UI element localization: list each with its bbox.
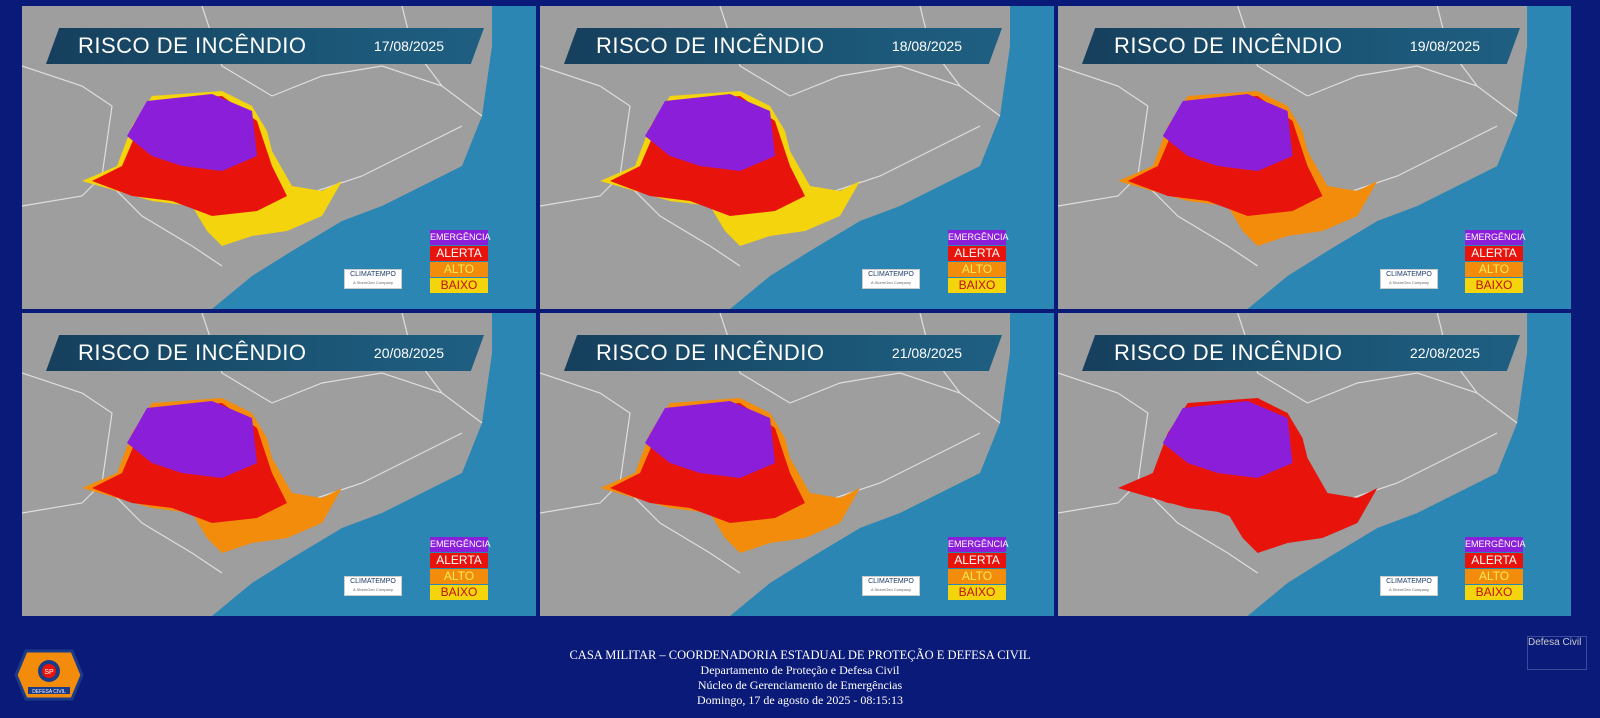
zone-top (1162, 401, 1293, 478)
risk-zones (600, 398, 860, 553)
panel-title: RISCO DE INCÊNDIO (596, 33, 825, 58)
zone-top (127, 94, 257, 171)
zone-top (645, 94, 775, 171)
brand-name: CLIMATEMPO (1386, 578, 1432, 585)
legend-alto: ALTO (1465, 569, 1523, 584)
climatempo-logo: CLIMATEMPO A StormGeo Company (1380, 269, 1438, 289)
panel-date: 21/08/2025 (891, 345, 962, 361)
zone-top (645, 401, 775, 478)
panel-banner: RISCO DE INCÊNDIO 22/08/2025 (1082, 335, 1520, 371)
risk-legend: EMERGÊNCIA ALERTA ALTO BAIXO (948, 537, 1009, 601)
panel-title: RISCO DE INCÊNDIO (1114, 33, 1343, 58)
risk-zones (1117, 91, 1378, 246)
panel-banner: RISCO DE INCÊNDIO 20/08/2025 (46, 335, 484, 371)
footer-organization: CASA MILITAR – COORDENADORIA ESTADUAL DE… (569, 648, 1031, 662)
legend-baixo: BAIXO (430, 278, 488, 293)
image-alt-text: Defesa Civil (1528, 637, 1582, 648)
risk-zones (82, 91, 342, 246)
zone-top (1162, 94, 1293, 171)
fire-risk-map-panel-6: RISCO DE INCÊNDIO 22/08/2025 EMERGÊNCIA … (1058, 313, 1571, 616)
panel-title: RISCO DE INCÊNDIO (78, 340, 307, 365)
risk-legend: EMERGÊNCIA ALERTA ALTO BAIXO (1465, 537, 1526, 601)
legend-emergencia: EMERGÊNCIA (1465, 230, 1526, 245)
legend-baixo: BAIXO (948, 278, 1006, 293)
defesa-civil-image-placeholder: Defesa Civil (1527, 636, 1587, 670)
legend-emergencia: EMERGÊNCIA (430, 230, 491, 245)
brand-name: CLIMATEMPO (350, 271, 396, 278)
fire-risk-map-panel-1: RISCO DE INCÊNDIO 17/08/2025 EMERGÊNCIA … (22, 6, 536, 309)
climatempo-logo: CLIMATEMPO A StormGeo Company (862, 269, 920, 289)
fire-risk-map-panel-2: RISCO DE INCÊNDIO 18/08/2025 EMERGÊNCIA … (540, 6, 1054, 309)
fire-risk-map-panel-3: RISCO DE INCÊNDIO 19/08/2025 EMERGÊNCIA … (1058, 6, 1571, 309)
brand-tagline: A StormGeo Company (1388, 587, 1430, 592)
legend-alto: ALTO (948, 569, 1006, 584)
legend-alerta: ALERTA (430, 246, 488, 261)
footer-nucleus: Núcleo de Gerenciamento de Emergências (697, 678, 903, 692)
fire-risk-map-panel-4: RISCO DE INCÊNDIO 20/08/2025 EMERGÊNCIA … (22, 313, 536, 616)
svg-text:SP: SP (44, 669, 54, 676)
legend-emergencia: EMERGÊNCIA (948, 537, 1009, 552)
climatempo-logo: CLIMATEMPO A StormGeo Company (1380, 576, 1438, 596)
legend-alerta: ALERTA (948, 553, 1006, 568)
panel-date: 22/08/2025 (1409, 345, 1480, 361)
legend-emergencia: EMERGÊNCIA (948, 230, 1009, 245)
panel-title: RISCO DE INCÊNDIO (1114, 340, 1343, 365)
zone-top (127, 401, 257, 478)
panel-banner: RISCO DE INCÊNDIO 17/08/2025 (46, 28, 484, 64)
legend-alto: ALTO (1465, 262, 1523, 277)
shield-icon: SP DEFESA CIVIL (14, 649, 84, 701)
panel-title: RISCO DE INCÊNDIO (596, 340, 825, 365)
legend-baixo: BAIXO (1465, 585, 1523, 600)
climatempo-logo: CLIMATEMPO A StormGeo Company (862, 576, 920, 596)
footer: CASA MILITAR – COORDENADORIA ESTADUAL DE… (0, 648, 1600, 708)
panel-date: 18/08/2025 (891, 38, 962, 54)
legend-alerta: ALERTA (430, 553, 488, 568)
panel-banner: RISCO DE INCÊNDIO 21/08/2025 (564, 335, 1002, 371)
brand-tagline: A StormGeo Company (1388, 280, 1430, 285)
brand-tagline: A StormGeo Company (870, 280, 912, 285)
brand-name: CLIMATEMPO (868, 271, 914, 278)
risk-zones (1117, 398, 1378, 553)
legend-alerta: ALERTA (1465, 246, 1523, 261)
brand-tagline: A StormGeo Company (870, 587, 912, 592)
panel-grid: RISCO DE INCÊNDIO 17/08/2025 EMERGÊNCIA … (22, 6, 1575, 616)
fire-risk-map-panel-5: RISCO DE INCÊNDIO 21/08/2025 EMERGÊNCIA … (540, 313, 1054, 616)
risk-legend: EMERGÊNCIA ALERTA ALTO BAIXO (430, 230, 491, 294)
legend-baixo: BAIXO (1465, 278, 1523, 293)
climatempo-logo: CLIMATEMPO A StormGeo Company (344, 269, 402, 289)
brand-tagline: A StormGeo Company (352, 280, 394, 285)
footer-department: Departamento de Proteção e Defesa Civil (700, 663, 900, 677)
risk-legend: EMERGÊNCIA ALERTA ALTO BAIXO (948, 230, 1009, 294)
panel-banner: RISCO DE INCÊNDIO 19/08/2025 (1082, 28, 1520, 64)
legend-alerta: ALERTA (1465, 553, 1523, 568)
climatempo-logo: CLIMATEMPO A StormGeo Company (344, 576, 402, 596)
panel-date: 20/08/2025 (373, 345, 444, 361)
legend-alerta: ALERTA (948, 246, 1006, 261)
risk-legend: EMERGÊNCIA ALERTA ALTO BAIXO (430, 537, 491, 601)
legend-alto: ALTO (430, 569, 488, 584)
brand-name: CLIMATEMPO (868, 578, 914, 585)
brand-tagline: A StormGeo Company (352, 587, 394, 592)
panel-date: 19/08/2025 (1409, 38, 1480, 54)
defesa-civil-logo: SP DEFESA CIVIL (14, 645, 84, 705)
legend-alto: ALTO (430, 262, 488, 277)
svg-text:DEFESA CIVIL: DEFESA CIVIL (32, 689, 66, 695)
legend-baixo: BAIXO (948, 585, 1006, 600)
risk-zones (82, 398, 342, 553)
footer-timestamp: Domingo, 17 de agosto de 2025 - 08:15:13 (697, 693, 903, 707)
legend-emergencia: EMERGÊNCIA (430, 537, 491, 552)
panel-date: 17/08/2025 (373, 38, 444, 54)
brand-name: CLIMATEMPO (350, 578, 396, 585)
panel-banner: RISCO DE INCÊNDIO 18/08/2025 (564, 28, 1002, 64)
legend-baixo: BAIXO (430, 585, 488, 600)
legend-emergencia: EMERGÊNCIA (1465, 537, 1526, 552)
risk-legend: EMERGÊNCIA ALERTA ALTO BAIXO (1465, 230, 1526, 294)
brand-name: CLIMATEMPO (1386, 271, 1432, 278)
panel-title: RISCO DE INCÊNDIO (78, 33, 307, 58)
risk-zones (600, 91, 860, 246)
legend-alto: ALTO (948, 262, 1006, 277)
